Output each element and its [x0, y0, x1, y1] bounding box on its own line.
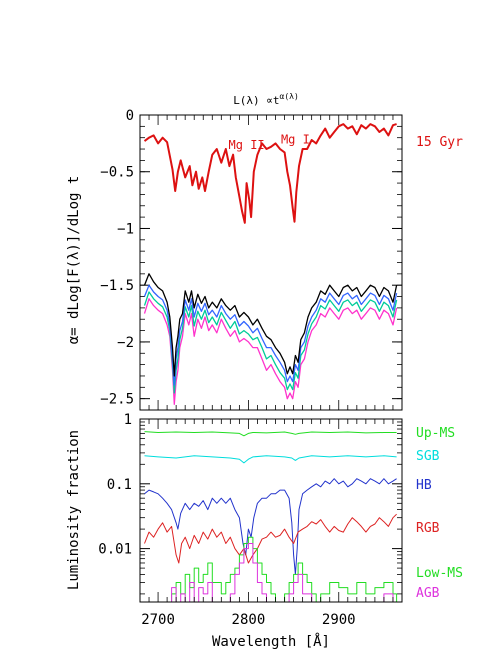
legend-up-ms: Up-MS — [416, 426, 455, 441]
legend-low-ms: Low-MS — [416, 566, 463, 581]
xtick-label: 2900 — [322, 612, 356, 628]
top-ytick-label: −1.5 — [100, 278, 134, 294]
top-ytick-label: −1 — [117, 221, 134, 237]
bottom-legend: Up-MS SGB HB RGB Low-MS AGB — [416, 426, 463, 601]
luminosity-panel: 1 0.1 0.01 2700 2800 2900 Luminosity fractio… — [66, 412, 463, 650]
legend-agb: AGB — [416, 586, 440, 601]
bottom-series-sgb-line — [144, 455, 397, 464]
top-series-15-gyr-line — [143, 123, 397, 224]
top-ytick-label: −2 — [117, 335, 134, 351]
bottom-series-up-ms-line — [144, 431, 397, 437]
top-annotations: Mg II Mg I — [229, 132, 310, 152]
chart-title-superscript: α(λ) — [280, 92, 299, 101]
x-axis-label: Wavelength [Å] — [212, 633, 330, 650]
annotation-mg-ii: Mg II — [229, 138, 265, 152]
legend-hb: HB — [416, 478, 432, 493]
top-series-model-4-line — [143, 273, 398, 377]
bottom-series-hb-line — [144, 478, 397, 575]
bottom-ytick-label: 1 — [124, 412, 132, 428]
xtick-label: 2700 — [141, 612, 175, 628]
alpha-panel: L(λ) ∝tα(λ) 0−0.5−1−1.5−2−2.5 Mg II Mg I … — [66, 92, 463, 411]
bottom-series-low-ms-line — [144, 536, 398, 603]
bottom-x-ticks: 2700 2800 2900 — [141, 419, 394, 628]
top-series-low-ms-line — [143, 298, 398, 405]
chart-title-main: L(λ) ∝t — [233, 94, 279, 107]
bottom-y-ticks: 1 0.1 0.01 — [98, 412, 402, 595]
chart-title: L(λ) ∝tα(λ) — [233, 92, 299, 107]
top-series-model-2-line — [143, 291, 398, 394]
legend-rgb: RGB — [416, 521, 440, 536]
legend-sgb: SGB — [416, 449, 440, 464]
bottom-plot-frame — [139, 418, 403, 603]
top-ytick-label: −0.5 — [100, 165, 134, 181]
bottom-ytick-label: 0.1 — [107, 477, 132, 493]
top-ytick-label: −2.5 — [100, 392, 134, 408]
top-y-ticks: 0 −0.5 −1 −1.5 −2 −2.5 — [100, 108, 402, 411]
xtick-label: 2800 — [232, 612, 266, 628]
top-x-ticks — [148, 115, 394, 410]
top-y-axis-label: α= dLog[F(λ)]/dLog t — [66, 176, 82, 345]
annotation-mg-i: Mg I — [281, 132, 310, 146]
top-ytick-label: 0 — [126, 108, 134, 124]
top-series-group — [143, 123, 398, 405]
top-series-model-3-line — [143, 284, 398, 386]
bottom-y-axis-label: Luminosity fraction — [66, 430, 82, 590]
bottom-series-rgb-line — [144, 513, 397, 564]
bottom-ytick-label: 0.01 — [98, 542, 132, 558]
top-plot-frame — [139, 114, 403, 411]
legend-15gyr: 15 Gyr — [416, 135, 463, 150]
